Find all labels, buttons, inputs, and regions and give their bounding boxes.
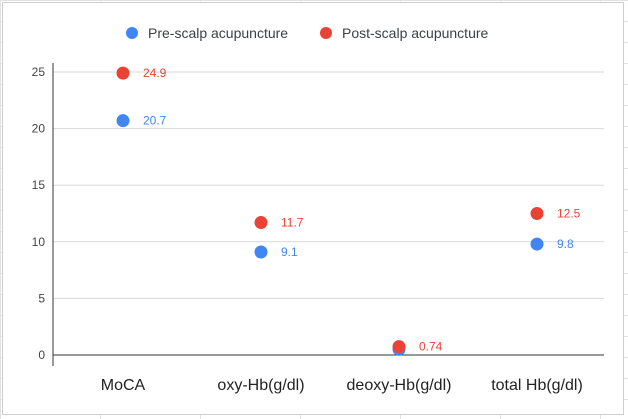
chart-frame [2, 2, 624, 415]
x-tick-label: deoxy-Hb(g/dl) [347, 377, 452, 394]
data-point-pre [254, 245, 268, 259]
x-tick-labels: MoCA oxy-Hb(g/dl) deoxy-Hb(g/dl) total Hb(g… [101, 377, 583, 394]
y-tick-labels: 0 5 10 15 20 25 [32, 65, 46, 362]
data-label-post: 11.7 [281, 216, 304, 230]
data-point-post [530, 207, 544, 220]
x-tick-label: MoCA [101, 377, 146, 394]
data-label-post: 0.74 [419, 340, 443, 354]
data-label-pre: 9.1 [281, 245, 298, 259]
data-labels: 20.7 9.1 9.8 24.9 11.7 0.74 12.5 [143, 66, 581, 353]
data-point-post [254, 216, 268, 230]
data-label-pre: 9.8 [557, 237, 574, 251]
y-tick-label: 15 [32, 178, 46, 192]
y-tick-label: 0 [38, 348, 45, 362]
x-tick-label: total Hb(g/dl) [491, 377, 583, 394]
data-label-pre: 20.7 [143, 114, 167, 128]
legend-label-pre: Pre-scalp acupuncture [148, 25, 288, 41]
legend: Pre-scalp acupuncture Post-scalp acupunc… [126, 25, 489, 41]
y-tick-label: 5 [38, 291, 45, 305]
data-point-post [392, 340, 406, 354]
data-point-post [116, 66, 130, 80]
data-point-pre [530, 237, 544, 251]
legend-label-post: Post-scalp acupuncture [342, 25, 489, 41]
data-point-pre [116, 114, 130, 128]
data-points [116, 66, 544, 356]
x-tick-label: oxy-Hb(g/dl) [217, 377, 304, 394]
y-tick-label: 10 [32, 235, 46, 249]
y-tick-label: 25 [32, 65, 46, 79]
y-tick-label: 20 [32, 122, 46, 136]
gridlines [53, 71, 604, 299]
legend-marker-pre [126, 27, 138, 39]
data-label-post: 24.9 [143, 66, 167, 80]
legend-marker-post [320, 27, 332, 39]
data-label-post: 12.5 [557, 207, 581, 221]
